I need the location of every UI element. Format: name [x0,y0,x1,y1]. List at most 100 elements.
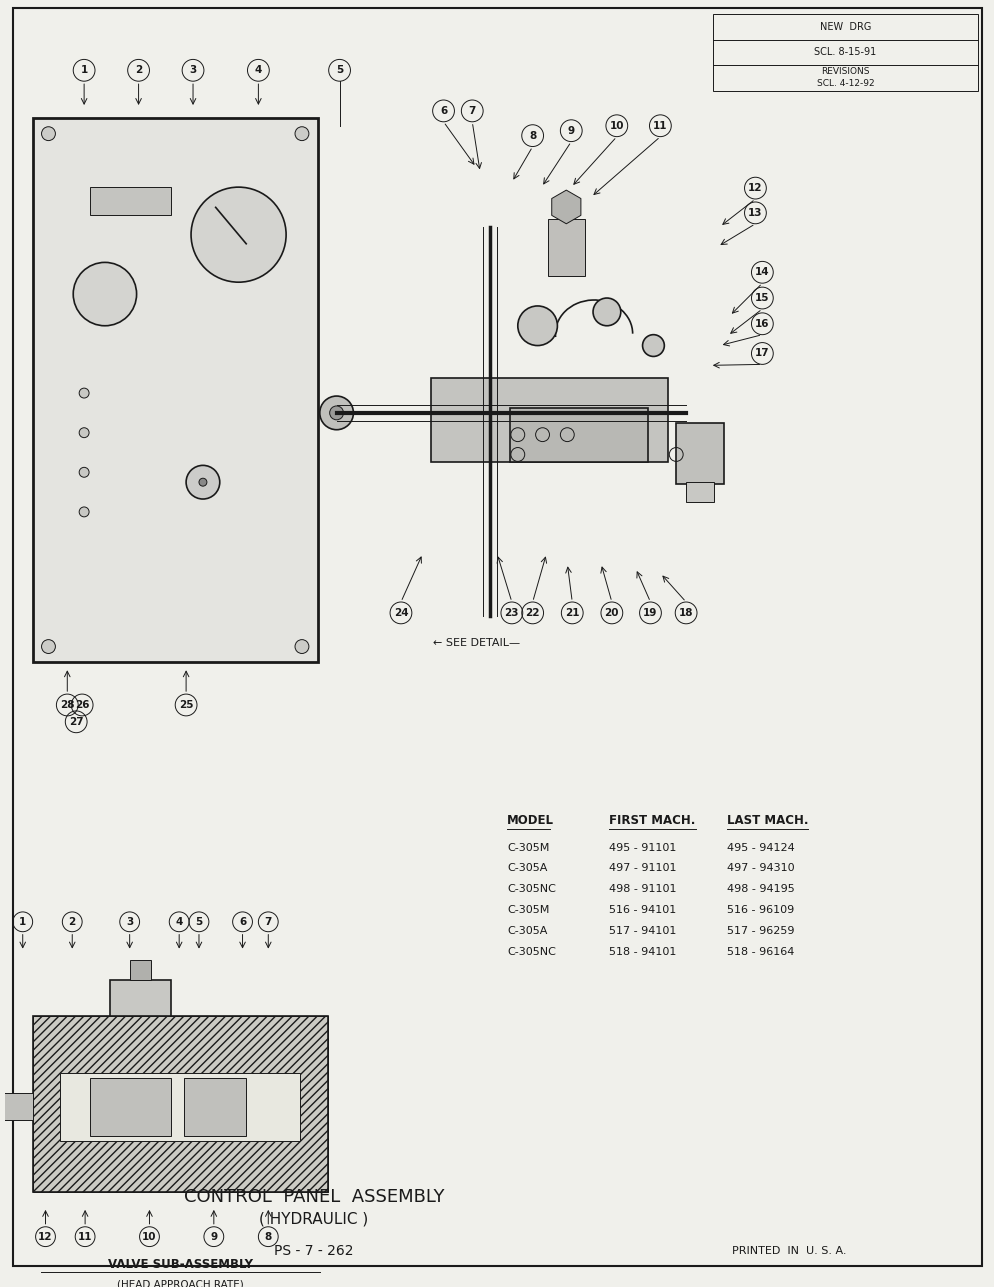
Text: SCL. 4-12-92: SCL. 4-12-92 [816,79,874,88]
Circle shape [80,507,89,517]
Text: NEW  DRG: NEW DRG [819,22,871,32]
Circle shape [329,405,343,420]
Text: 516 - 96109: 516 - 96109 [726,905,793,915]
Text: 16: 16 [754,319,768,328]
Text: C-305M: C-305M [506,905,549,915]
Text: 9: 9 [210,1232,217,1242]
Text: 8: 8 [264,1232,271,1242]
Text: VALVE SUB-ASSEMBLY: VALVE SUB-ASSEMBLY [107,1257,252,1270]
Bar [184,1079,246,1135]
Text: 5: 5 [336,66,343,76]
Text: C-305A: C-305A [506,925,547,936]
Text: 10: 10 [142,1232,157,1242]
Circle shape [74,263,136,326]
Circle shape [517,306,557,345]
Circle shape [295,640,308,654]
Circle shape [80,467,89,477]
Text: 6: 6 [239,916,246,927]
Circle shape [295,126,308,140]
Text: 517 - 96259: 517 - 96259 [726,925,793,936]
Text: 517 - 94101: 517 - 94101 [608,925,676,936]
Text: C-305NC: C-305NC [506,946,556,956]
Text: 12: 12 [747,183,762,193]
Text: 13: 13 [747,208,762,218]
Bar [676,423,723,484]
Text: 8: 8 [529,131,536,140]
Circle shape [80,389,89,398]
Text: 26: 26 [75,700,89,710]
Bar [509,408,648,462]
Text: 1: 1 [19,916,26,927]
Text: 22: 22 [525,607,540,618]
Bar [33,1015,327,1192]
Text: 11: 11 [652,121,667,131]
Circle shape [80,427,89,438]
Bar [33,118,317,663]
Circle shape [42,126,56,140]
Text: 4: 4 [175,916,183,927]
Text: REVISIONS: REVISIONS [820,67,869,76]
Text: 497 - 91101: 497 - 91101 [608,864,676,874]
Text: 3: 3 [126,916,133,927]
Text: 497 - 94310: 497 - 94310 [726,864,793,874]
Bar [1,1093,33,1120]
Text: 518 - 96164: 518 - 96164 [726,946,793,956]
Polygon shape [552,190,580,224]
Text: SCL. 8-15-91: SCL. 8-15-91 [813,48,876,58]
Bar [712,14,977,91]
Text: PRINTED  IN  U. S. A.: PRINTED IN U. S. A. [732,1246,846,1256]
Text: 24: 24 [394,607,408,618]
Text: 7: 7 [264,916,271,927]
Text: 19: 19 [643,607,657,618]
Bar [129,960,151,981]
Text: 518 - 94101: 518 - 94101 [608,946,676,956]
Text: C-305NC: C-305NC [506,884,556,894]
Text: 27: 27 [69,717,83,727]
Text: 14: 14 [754,268,769,277]
Text: 20: 20 [604,607,618,618]
Text: 11: 11 [78,1232,92,1242]
Text: 2: 2 [135,66,142,76]
Text: 25: 25 [179,700,193,710]
Text: 18: 18 [678,607,693,618]
Text: 12: 12 [38,1232,53,1242]
Text: FIRST MACH.: FIRST MACH. [608,813,695,826]
Text: (HEAD APPROACH RATE): (HEAD APPROACH RATE) [116,1279,244,1287]
Text: 23: 23 [504,607,519,618]
Circle shape [42,640,56,654]
Bar [109,981,171,1015]
Circle shape [592,299,620,326]
Bar [547,219,584,277]
Text: 516 - 94101: 516 - 94101 [608,905,676,915]
Text: 9: 9 [568,126,575,135]
Text: PS - 7 - 262: PS - 7 - 262 [273,1243,353,1257]
Text: 7: 7 [468,106,475,116]
Text: 17: 17 [754,349,769,359]
Text: 495 - 94124: 495 - 94124 [726,843,793,852]
Bar [61,1073,299,1140]
Text: ← SEE DETAIL—: ← SEE DETAIL— [432,637,519,647]
Bar [33,1015,327,1192]
Text: 5: 5 [195,916,203,927]
Bar [90,187,171,215]
Bar [430,378,668,462]
Text: 1: 1 [81,66,87,76]
Text: MODEL: MODEL [506,813,554,826]
Circle shape [199,479,207,486]
Text: C-305M: C-305M [506,843,549,852]
Text: 495 - 91101: 495 - 91101 [608,843,676,852]
Text: C-305A: C-305A [506,864,547,874]
Text: ( HYDRAULIC ): ( HYDRAULIC ) [259,1211,368,1227]
Text: 21: 21 [565,607,579,618]
Bar [90,1079,171,1135]
Text: 6: 6 [439,106,446,116]
Text: 498 - 91101: 498 - 91101 [608,884,676,894]
Text: 10: 10 [609,121,623,131]
Text: 3: 3 [189,66,197,76]
Text: CONTROL  PANEL  ASSEMBLY: CONTROL PANEL ASSEMBLY [184,1188,443,1206]
Text: 2: 2 [69,916,76,927]
Circle shape [319,396,353,430]
Text: LAST MACH.: LAST MACH. [726,813,807,826]
Text: 4: 4 [254,66,261,76]
Text: 498 - 94195: 498 - 94195 [726,884,793,894]
